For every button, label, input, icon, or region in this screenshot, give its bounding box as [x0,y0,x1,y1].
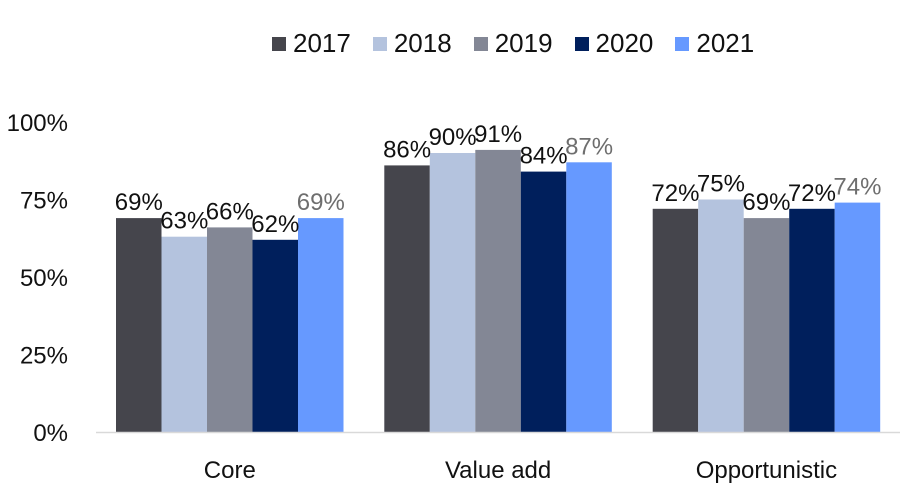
legend-label: 2017 [293,28,351,58]
data-label: 91% [474,121,522,148]
legend-swatch [675,36,690,51]
legend-label: 2020 [595,28,654,58]
category-label: Value add [445,457,551,484]
legend-item-2019: 2019 [473,28,553,59]
y-tick-label: 25% [20,343,68,370]
y-tick-label: 50% [20,265,68,292]
y-tick-label: 0% [33,420,68,447]
data-label: 69% [742,189,790,216]
category-label: Opportunistic [696,457,837,484]
y-tick-label: 75% [20,188,68,215]
legend: 2017 2018 2019 2020 2021 [272,28,754,59]
data-label: 72% [651,180,699,207]
legend-label: 2021 [696,28,755,58]
legend-swatch [372,36,387,51]
data-label: 86% [383,136,431,163]
bar-2019-opportunistic [743,218,790,432]
bar-2018-opportunistic [698,199,744,432]
data-label: 63% [160,208,208,235]
y-axis: 0% 25% 50% 75% 100% [7,110,68,447]
legend-swatch [574,36,589,51]
data-labels: 69%63%66%62%69%86%90%91%84%87%72%75%69%7… [115,121,882,238]
x-axis: Core Value add Opportunistic [96,431,900,484]
legend-item-2017: 2017 [272,28,351,59]
bar-2021-core [298,218,344,432]
category-label: Core [204,457,256,484]
data-label: 90% [429,124,477,151]
bar-2017-core [116,218,162,432]
legend-swatch [272,36,286,51]
data-label: 66% [206,198,254,225]
bar-2020-value-add [520,171,567,432]
data-label: 74% [833,174,881,201]
y-tick-label: 100% [7,110,68,137]
data-label: 75% [697,171,745,198]
bars [116,149,881,433]
bar-2019-core [207,227,253,432]
bar-2019-value-add [475,149,521,432]
data-label: 87% [565,133,613,160]
legend-label: 2019 [494,28,553,58]
data-label: 69% [115,189,163,216]
legend-swatch [473,36,488,51]
bar-2018-core [161,236,207,432]
legend-item-2021: 2021 [675,28,754,59]
bar-2020-opportunistic [789,208,835,432]
legend-item-2018: 2018 [372,28,452,59]
data-label: 62% [251,211,299,238]
bar-2017-value-add [384,165,430,432]
legend-label: 2018 [393,28,452,58]
bar-2020-core [252,239,298,432]
bar-2018-value-add [429,153,476,432]
bar-2021-value-add [566,162,612,433]
legend-item-2020: 2020 [574,28,654,59]
bar-2017-opportunistic [652,208,699,432]
bar-2021-opportunistic [834,202,881,432]
data-label: 72% [788,180,836,207]
data-label: 84% [520,143,568,170]
data-label: 69% [297,189,345,216]
